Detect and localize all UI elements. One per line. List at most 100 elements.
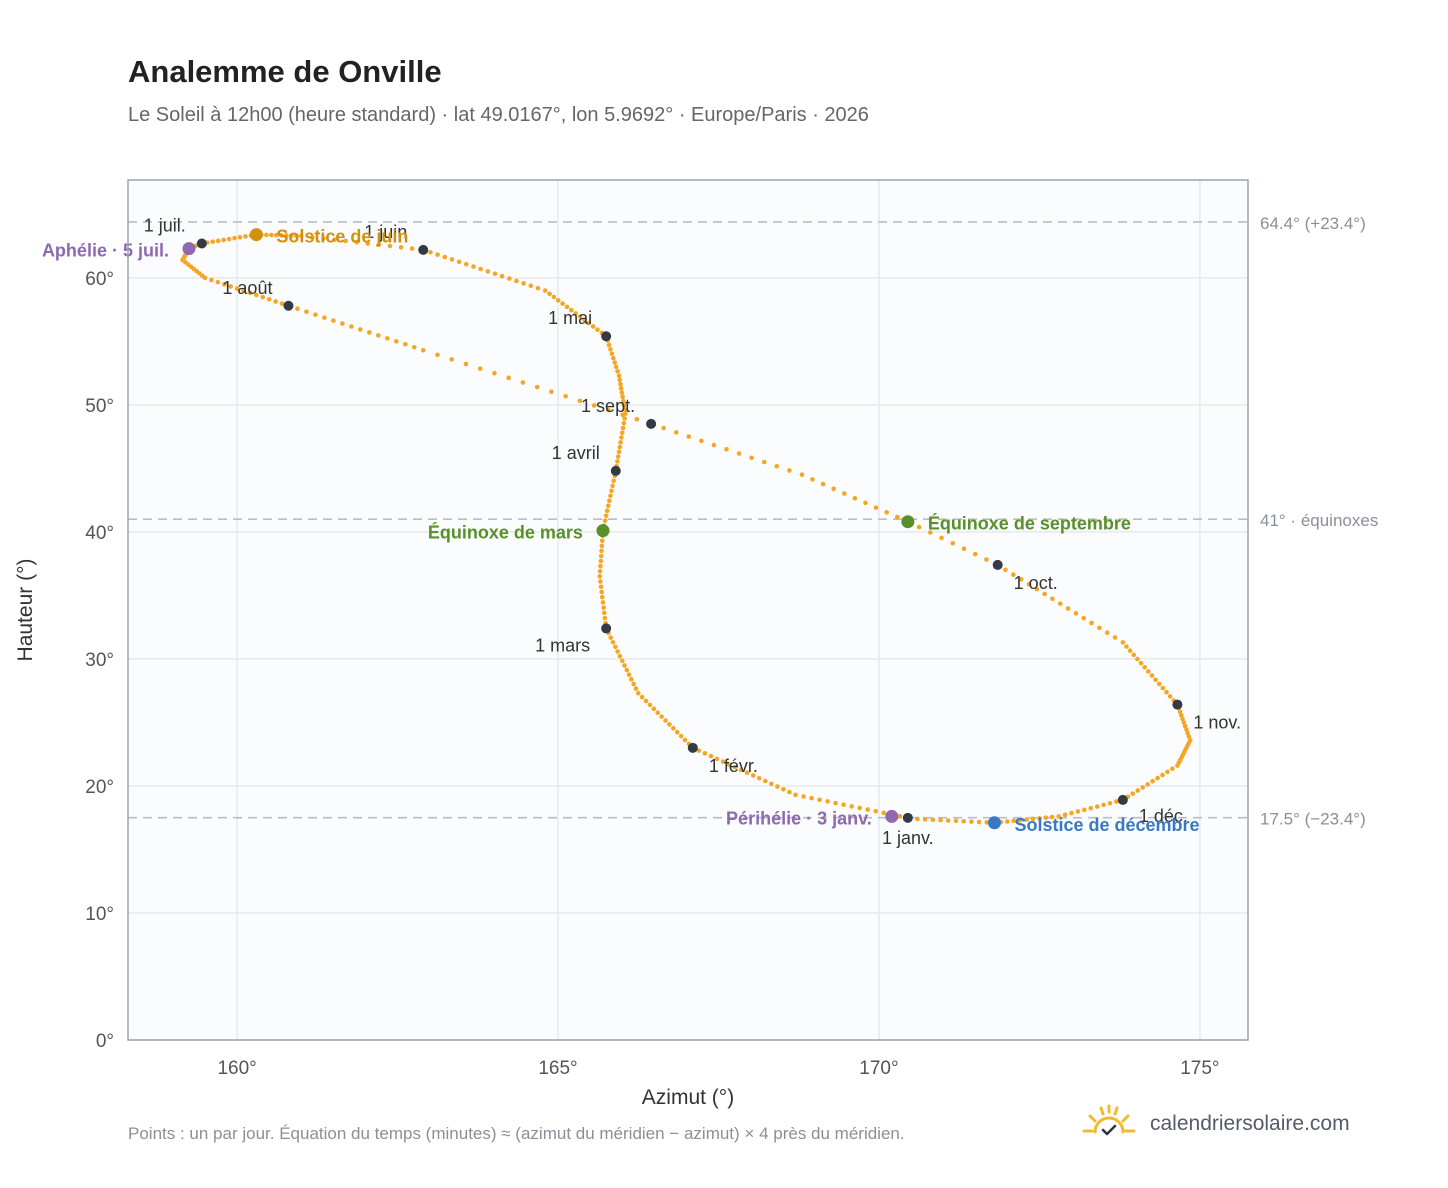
month-markers: 1 janv. 1 févr. 1 mars 1 avril 1 mai 1 juin 1 … (144, 216, 1241, 848)
daily-point (234, 286, 240, 291)
daily-point (616, 373, 622, 378)
daily-point (615, 459, 620, 464)
daily-point (428, 249, 433, 255)
daily-point (1042, 591, 1047, 597)
month-marker (601, 623, 612, 634)
month-marker (992, 559, 1003, 570)
daily-point (528, 283, 534, 289)
daily-point (696, 748, 702, 753)
daily-point (1180, 716, 1185, 722)
daily-point (950, 541, 956, 546)
daily-point (260, 294, 266, 300)
daily-point (617, 444, 623, 450)
event-marker (182, 242, 196, 256)
daily-point (606, 503, 611, 509)
month-marker-label: 1 juil. (144, 216, 186, 236)
daily-point (661, 425, 666, 431)
daily-point (604, 508, 610, 514)
daily-point (549, 389, 554, 394)
daily-point (620, 398, 626, 404)
event-label: Solstice de juin (276, 227, 408, 247)
daily-point (349, 324, 354, 329)
month-marker (418, 244, 429, 255)
daily-point (269, 232, 274, 238)
daily-point (358, 327, 363, 332)
daily-point (1050, 596, 1055, 602)
daily-point (1065, 606, 1071, 611)
daily-point (659, 714, 664, 719)
month-marker-label: 1 sept. (581, 396, 635, 416)
daily-point (624, 667, 630, 673)
daily-point (221, 281, 227, 287)
daily-point (612, 360, 618, 365)
daily-point (865, 807, 871, 812)
event-label: Équinoxe de mars (428, 522, 583, 543)
daily-point (1017, 817, 1023, 823)
daily-point (1127, 648, 1133, 653)
daily-point (294, 233, 299, 239)
daily-point (1186, 734, 1192, 739)
daily-point (591, 403, 597, 408)
daily-point (1184, 727, 1189, 732)
daily-point (304, 309, 309, 314)
daily-point (863, 500, 868, 506)
daily-point (915, 816, 920, 822)
daily-point (609, 351, 615, 357)
event-marker (249, 228, 263, 242)
daily-point (708, 753, 714, 759)
daily-point (953, 818, 959, 824)
daily-point (793, 792, 798, 798)
daily-point (775, 784, 780, 789)
reference-lines: 64.4° (+23.4°) 41° · équinoxes 17.5° (−23.… (128, 214, 1378, 829)
month-marker-label: 1 févr. (709, 756, 758, 776)
daily-point (449, 257, 455, 262)
daily-point (615, 368, 620, 374)
daily-point (602, 615, 608, 621)
daily-point (619, 390, 625, 395)
daily-point (1131, 652, 1137, 658)
daily-point (279, 233, 284, 238)
event-label: Périhélie · 3 janv. (726, 808, 872, 828)
daily-point (841, 802, 846, 807)
daily-point (841, 491, 847, 496)
daily-point (1164, 689, 1169, 695)
daily-point (598, 553, 604, 559)
daily-point (620, 425, 626, 431)
y-tick-label: 0° (96, 1031, 114, 1052)
daily-point (608, 347, 613, 352)
daily-point (555, 298, 561, 303)
daily-point (1155, 775, 1160, 781)
daily-point (279, 301, 285, 306)
chart-subtitle: Le Soleil à 12h00 (heure standard) · lat… (128, 104, 869, 126)
daily-point (322, 315, 327, 320)
daily-point (810, 477, 815, 482)
daily-point (1130, 791, 1136, 796)
daily-point (984, 557, 989, 562)
daily-point (1011, 572, 1016, 577)
daily-point (385, 336, 390, 341)
daily-point (1178, 713, 1184, 718)
daily-point (237, 234, 243, 240)
daily-point (1138, 660, 1144, 666)
daily-point (590, 324, 596, 329)
daily-point (976, 819, 982, 825)
daily-point (1153, 677, 1158, 683)
daily-point (331, 318, 336, 323)
daily-point (376, 242, 382, 248)
sun-check-icon (1082, 1104, 1136, 1145)
daily-point (577, 398, 583, 404)
daily-point (609, 488, 614, 494)
daily-point (1156, 681, 1162, 687)
event-label: Aphélie · 5 juil. (42, 241, 169, 261)
brand[interactable]: calendriersolaire.com (1082, 1104, 1350, 1144)
daily-point (435, 252, 440, 257)
daily-point (273, 299, 278, 304)
daily-point (781, 787, 786, 792)
daily-point (597, 568, 603, 574)
month-marker-label: 1 oct. (1014, 573, 1058, 593)
daily-point (1094, 804, 1100, 809)
daily-point (210, 239, 216, 245)
daily-point (833, 800, 838, 806)
daily-point (310, 234, 315, 240)
daily-point (606, 342, 612, 348)
